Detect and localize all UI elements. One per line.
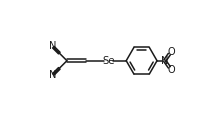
Text: N: N: [49, 41, 56, 51]
Text: O: O: [167, 47, 175, 57]
Text: N: N: [161, 56, 168, 66]
Text: Se: Se: [102, 56, 115, 66]
Text: N: N: [49, 70, 56, 80]
Text: O: O: [167, 64, 175, 75]
